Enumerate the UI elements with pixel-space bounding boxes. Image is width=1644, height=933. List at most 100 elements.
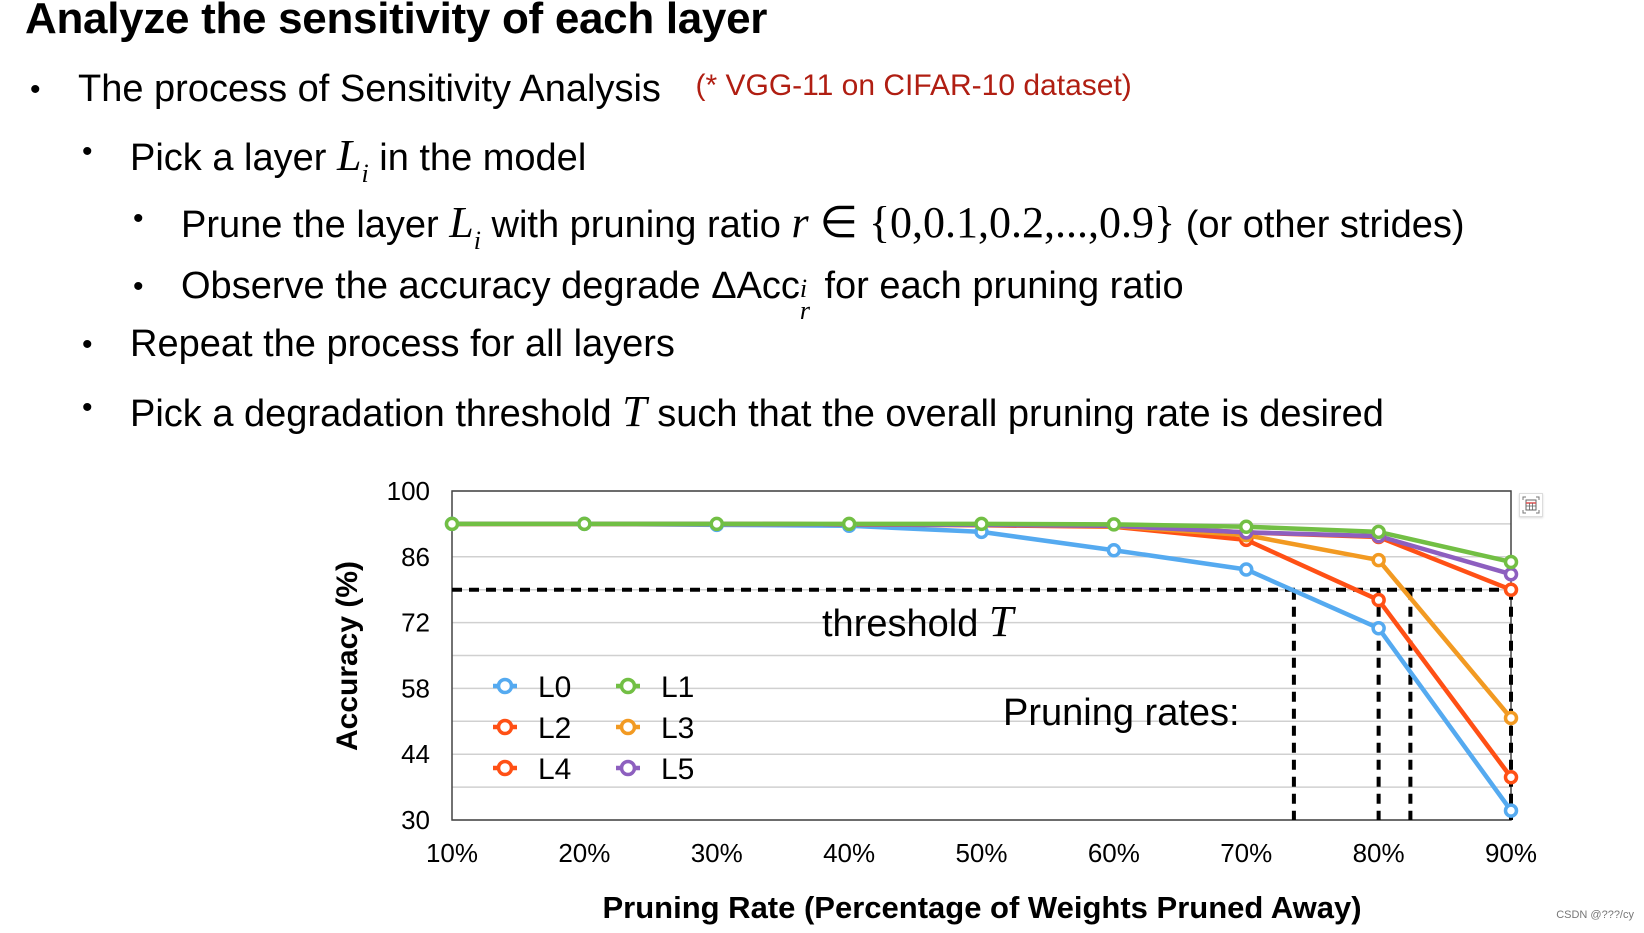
data-point-L0 [1239,562,1254,577]
bullet-text: Observe the accuracy degrade [181,265,712,307]
legend-marker-icon [619,677,637,695]
x-axis-ticks: 10% 20% 30% 40% 50% 60% 70% 80% 90% [426,838,1537,868]
data-point-L3 [1503,710,1519,726]
legend-label: L2 [538,712,571,745]
legend-label: L5 [661,753,694,786]
y-tick-label: 58 [401,673,430,703]
data-point-L0 [1106,542,1122,558]
series-line-L0 [452,521,1513,812]
legend-label: L0 [538,671,571,704]
legend-item-L4: L4 [493,753,571,786]
legend-item-L1: L1 [616,671,694,704]
bullet-text-post: such that the overall pruning rate is de… [646,393,1384,435]
y-tick-label: 86 [401,542,430,572]
math-sub-i: i [361,159,369,188]
x-tick-label: 10% [426,838,478,868]
math-delta-acc: ΔAcc [711,265,800,307]
bullet-dot: • [82,328,93,361]
table-grid-icon [1522,496,1540,514]
y-axis-label: Accuracy (%) [331,561,364,751]
data-point-L1 [1239,519,1254,534]
dataset-note: (* VGG-11 on CIFAR-10 dataset) [695,69,1132,102]
bullet-threshold: • Pick a degradation threshold T such th… [82,386,1384,437]
bullet-repeat: • Repeat the process for all layers [82,323,675,366]
legend-item-L3: L3 [616,712,694,745]
data-point-L0 [1503,803,1519,818]
data-point-L1 [1371,524,1386,540]
y-tick-label: 100 [387,476,430,506]
math-set: ∈ {0,0.1,0.2,...,0.9} [808,198,1176,247]
math-sub-r: r [799,296,811,325]
y-tick-label: 30 [401,805,430,835]
legend-marker-icon [496,677,514,695]
data-point-L2 [1503,582,1519,597]
threshold-symbol: T [989,597,1017,646]
legend-marker-icon [619,759,637,777]
data-point-L1 [709,516,724,532]
bullet-text: Pick a layer [130,137,337,179]
math-r: r [791,198,809,247]
watermark: CSDN @???/cy [1556,909,1634,921]
y-tick-label: 72 [401,608,430,638]
x-tick-label: 80% [1353,838,1405,868]
bullet-dot: • [133,270,144,303]
data-point-L1 [1106,517,1122,532]
legend-marker-icon [496,718,514,736]
math-T: T [622,387,647,436]
data-point-L4 [1503,769,1519,785]
bullet-text-post: (or other strides) [1175,204,1465,246]
x-tick-label: 40% [823,838,875,868]
bullet-prune-layer: • Prune the layer Li with pruning ratio … [133,197,1465,255]
legend-label: L4 [538,753,571,786]
legend: L0 L1 L2 L3 L4 L5 [493,671,694,786]
math-sub-i: i [473,226,481,255]
bullet-pick-layer: • Pick a layer Li in the model [82,130,587,188]
data-point-L1 [841,516,857,532]
bullet-text: Repeat the process for all layers [130,323,675,365]
bullet-text: The process of Sensitivity Analysis [78,68,661,110]
legend-label: L3 [661,712,694,745]
data-point-L1 [1503,554,1519,570]
bullet-observe: • Observe the accuracy degrade ΔAcc i r fo… [133,265,1184,325]
legend-item-L5: L5 [616,753,694,786]
bullet-text: Pick a degradation threshold [130,393,623,435]
bullet-dot: • [82,135,93,168]
legend-marker-icon [496,759,514,777]
data-point-L1 [974,516,989,532]
bullet-dot: • [133,202,144,235]
math-sup-i: i [799,274,808,303]
series-line-L4 [452,521,1513,779]
x-tick-label: 70% [1220,838,1272,868]
bullet-text-post: for each pruning ratio [813,265,1184,307]
data-point-L4 [1371,592,1386,608]
pruning-rates-label: Pruning rates: [1003,692,1240,734]
bullet-dot: • [82,391,93,424]
plot-frame [451,490,1512,821]
bullet-text-mid: with pruning ratio [480,204,792,246]
data-point-L0 [1371,620,1386,636]
slide-title: Analyze the sensitivity of each layer [25,0,768,43]
y-tick-label: 44 [401,739,430,769]
gridlines [452,490,1511,821]
x-tick-label: 90% [1485,838,1537,868]
x-tick-label: 20% [558,838,610,868]
series-lines [444,516,1519,818]
legend-marker-icon [619,718,637,736]
math-L: L [336,131,362,180]
legend-item-L0: L0 [493,671,571,704]
data-point-L1 [577,516,592,532]
data-point-L3 [1371,552,1386,568]
y-axis-ticks: 100 86 72 58 44 30 [387,476,430,835]
legend-item-L2: L2 [493,712,571,745]
legend-label: L1 [661,671,694,704]
x-tick-label: 60% [1088,838,1140,868]
x-axis-label: Pruning Rate (Percentage of Weights Prun… [602,890,1361,925]
x-tick-label: 30% [691,838,743,868]
bullet-text-post: in the model [368,137,587,179]
data-table-icon[interactable] [1519,493,1543,517]
math-L: L [449,198,474,247]
bullet-process: • The process of Sensitivity Analysis (*… [30,68,1132,111]
x-tick-label: 50% [955,838,1007,868]
bullet-dot: • [30,73,41,106]
